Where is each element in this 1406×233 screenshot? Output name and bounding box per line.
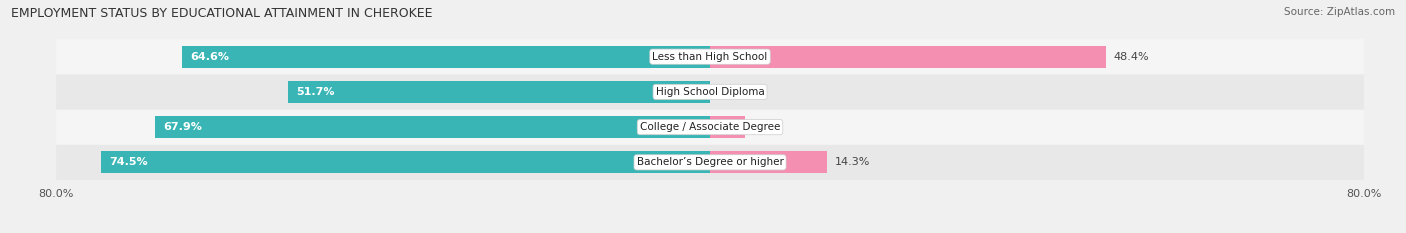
Text: 74.5%: 74.5% (110, 157, 148, 167)
Text: 67.9%: 67.9% (163, 122, 202, 132)
FancyBboxPatch shape (56, 74, 1364, 110)
Text: 14.3%: 14.3% (835, 157, 870, 167)
Bar (183, 46, 710, 68)
Bar (101, 151, 710, 173)
Text: EMPLOYMENT STATUS BY EDUCATIONAL ATTAINMENT IN CHEROKEE: EMPLOYMENT STATUS BY EDUCATIONAL ATTAINM… (11, 7, 433, 20)
Bar (287, 81, 710, 103)
Bar (155, 116, 710, 138)
Text: 0.0%: 0.0% (718, 87, 747, 97)
Bar (710, 151, 827, 173)
Bar (710, 116, 745, 138)
Text: High School Diploma: High School Diploma (655, 87, 765, 97)
Legend: In Labor Force, Unemployed: In Labor Force, Unemployed (603, 232, 817, 233)
Text: Source: ZipAtlas.com: Source: ZipAtlas.com (1284, 7, 1395, 17)
Text: 48.4%: 48.4% (1114, 52, 1149, 62)
Text: 64.6%: 64.6% (190, 52, 229, 62)
FancyBboxPatch shape (56, 145, 1364, 180)
FancyBboxPatch shape (56, 110, 1364, 145)
Text: 4.3%: 4.3% (754, 122, 782, 132)
Text: College / Associate Degree: College / Associate Degree (640, 122, 780, 132)
Text: Bachelor’s Degree or higher: Bachelor’s Degree or higher (637, 157, 783, 167)
Text: 51.7%: 51.7% (295, 87, 335, 97)
Text: Less than High School: Less than High School (652, 52, 768, 62)
Bar (710, 46, 1105, 68)
FancyBboxPatch shape (56, 39, 1364, 74)
